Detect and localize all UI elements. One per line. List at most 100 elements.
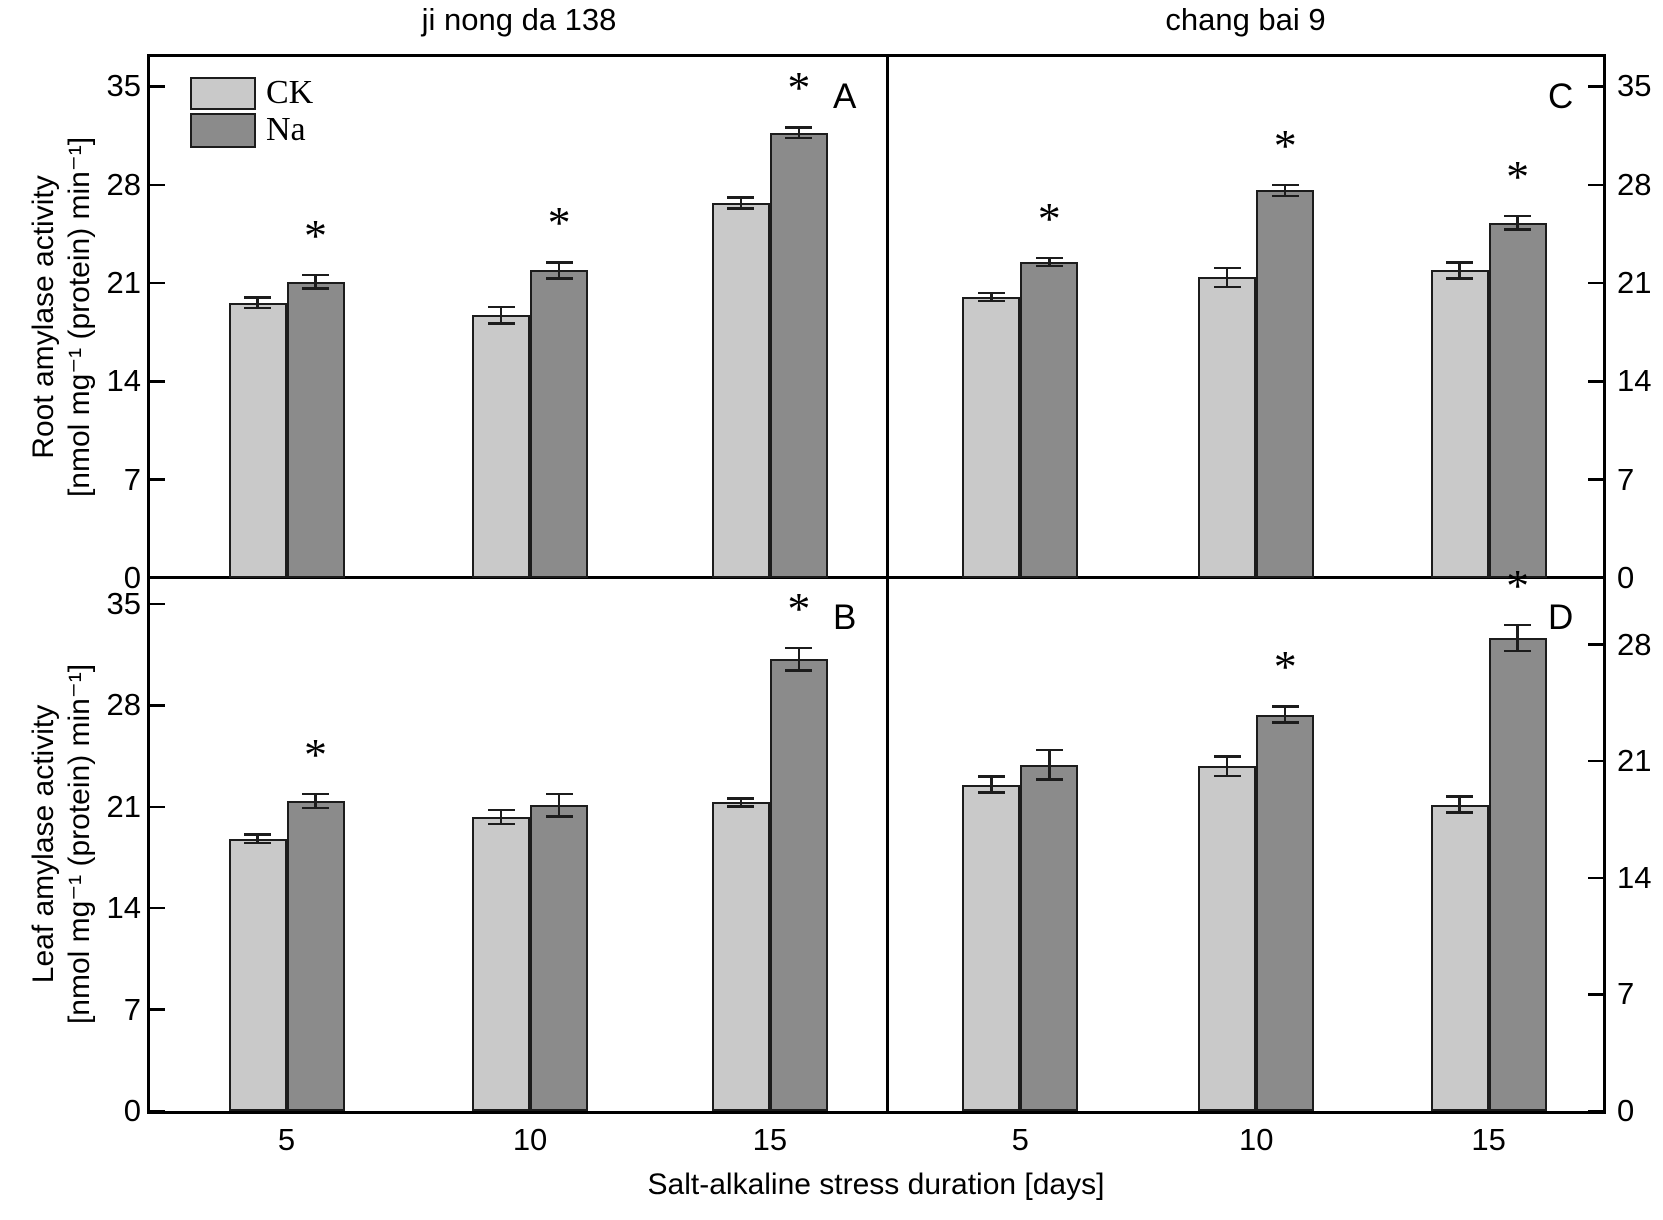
y-tick-d-7: [1588, 993, 1603, 996]
bar-ck-c-5d: [962, 297, 1021, 578]
error-bar-cap-bottom: [1213, 774, 1241, 778]
error-bar-a-na-10d: [557, 262, 561, 279]
y-tick-label-a-35: 35: [106, 68, 141, 104]
y-tick-label-c-7: 7: [1617, 461, 1635, 497]
y-tick-a-35: [150, 85, 165, 88]
y-tick-label-a-21: 21: [106, 265, 141, 301]
error-bar-cap-top: [1504, 623, 1532, 627]
error-bar-b-ck-5d: [256, 834, 259, 844]
error-bar-c-ck-10d: [1225, 267, 1229, 288]
error-bar-cap-bottom: [302, 806, 330, 810]
legend-swatch-na: [190, 113, 256, 148]
error-bar-cap-bottom: [977, 791, 1005, 794]
error-bar-c-ck-15d: [1458, 262, 1461, 279]
bar-ck-c-10d: [1198, 277, 1257, 578]
bar-ck-b-10d: [472, 816, 531, 1111]
bar-ck-c-15d: [1430, 270, 1489, 578]
significance-asterisk-c-10d: *: [1273, 119, 1297, 171]
error-bar-cap-top: [545, 261, 573, 264]
error-bar-cap-bottom: [727, 207, 755, 210]
bar-ck-b-15d: [711, 802, 770, 1111]
error-bar-cap-top: [1446, 261, 1474, 264]
error-bar-a-na-5d: [314, 274, 317, 289]
y-tick-a-28: [150, 183, 165, 187]
error-bar-cap-top: [727, 797, 755, 800]
x-tick-label-b-5: 5: [277, 1122, 296, 1157]
y-tick-label-a-7: 7: [123, 461, 141, 497]
error-bar-c-ck-5d: [990, 292, 993, 302]
error-bar-cap-top: [1271, 183, 1299, 187]
y-tick-a-14: [150, 380, 165, 383]
error-bar-cap-top: [785, 646, 813, 650]
error-bar-cap-bottom: [487, 822, 515, 826]
error-bar-cap-bottom: [545, 277, 573, 280]
y-tick-label-b-7: 7: [123, 991, 141, 1027]
bar-ck-a-5d: [228, 302, 287, 578]
panel-label-a: A: [833, 77, 857, 116]
error-bar-cap-top: [1213, 266, 1241, 270]
y-tick-b-14: [150, 906, 165, 910]
y-tick-a-21: [150, 281, 165, 285]
y-tick-d-14: [1588, 876, 1603, 880]
y-axis-title-top-line1: Root amylase activity: [27, 175, 60, 459]
error-bar-b-ck-15d: [739, 798, 743, 807]
bar-na-c-10d: [1256, 190, 1315, 578]
y-tick-label-d-7: 7: [1617, 976, 1635, 1012]
error-bar-cap-top: [1271, 705, 1299, 708]
error-bar-cap-top: [727, 196, 755, 199]
y-tick-label-c-21: 21: [1617, 265, 1652, 301]
error-bar-cap-top: [244, 833, 272, 836]
error-bar-cap-top: [977, 775, 1005, 778]
y-tick-label-c-0: 0: [1617, 560, 1635, 595]
error-bar-cap-top: [977, 291, 1005, 295]
y-tick-label-c-28: 28: [1617, 166, 1652, 202]
panel-divider-vertical: [886, 57, 889, 1111]
error-bar-cap-top: [1504, 214, 1532, 218]
significance-asterisk-a-5d: *: [304, 209, 328, 261]
error-bar-cap-top: [1035, 748, 1063, 752]
error-bar-cap-bottom: [1446, 811, 1474, 814]
error-bar-b-ck-10d: [499, 809, 503, 825]
significance-asterisk-c-15d: *: [1506, 150, 1530, 202]
significance-asterisk-d-15d: *: [1506, 559, 1530, 611]
bar-na-a-10d: [530, 270, 589, 578]
error-bar-cap-top: [1446, 795, 1474, 798]
significance-asterisk-a-10d: *: [547, 197, 571, 249]
y-tick-c-14: [1588, 380, 1603, 383]
y-tick-c-21: [1588, 281, 1603, 285]
bar-na-b-15d: [769, 659, 828, 1111]
significance-asterisk-b-5d: *: [304, 728, 328, 780]
y-tick-label-b-35: 35: [106, 586, 141, 622]
y-tick-b-35: [150, 602, 165, 606]
error-bar-cap-top: [302, 273, 330, 277]
error-bar-cap-bottom: [1504, 228, 1532, 231]
error-bar-c-na-10d: [1283, 184, 1287, 197]
error-bar-cap-bottom: [785, 136, 813, 140]
error-bar-d-ck-10d: [1225, 756, 1229, 777]
legend-label-na: Na: [266, 111, 306, 148]
y-tick-c-28: [1588, 183, 1603, 187]
bar-ck-a-10d: [472, 315, 531, 578]
error-bar-d-ck-15d: [1458, 796, 1461, 813]
error-bar-cap-top: [785, 126, 813, 129]
y-tick-d-28: [1588, 643, 1603, 646]
legend-label-ck: CK: [266, 74, 314, 111]
panel-label-d: D: [1548, 598, 1574, 637]
error-bar-a-ck-5d: [256, 297, 259, 309]
panel-label-b: B: [833, 598, 857, 637]
x-tick-label-d-10: 10: [1238, 1122, 1274, 1157]
bar-na-b-5d: [286, 801, 345, 1111]
y-tick-label-c-35: 35: [1617, 68, 1652, 104]
column-title-left: ji nong da 138: [421, 2, 617, 37]
column-title-right: chang bai 9: [1165, 2, 1326, 37]
error-bar-a-na-15d: [797, 127, 801, 139]
error-bar-cap-top: [487, 808, 515, 812]
y-tick-label-a-0: 0: [123, 560, 141, 595]
bar-na-b-10d: [530, 805, 589, 1111]
error-bar-cap-top: [545, 792, 573, 796]
significance-asterisk-a-15d: *: [787, 62, 811, 114]
error-bar-cap-bottom: [244, 841, 272, 845]
error-bar-d-na-15d: [1516, 624, 1519, 652]
bar-na-a-15d: [769, 132, 828, 578]
error-bar-cap-bottom: [1271, 194, 1299, 198]
